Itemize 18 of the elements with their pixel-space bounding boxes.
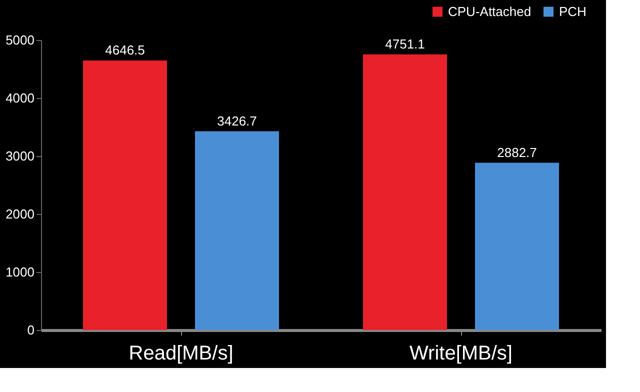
- y-tick-label: 2000: [6, 206, 34, 222]
- y-tick-label: 4000: [6, 90, 34, 106]
- y-tick-label: 5000: [6, 32, 34, 48]
- bar: [475, 162, 559, 330]
- data-label: 2882.7: [497, 144, 537, 160]
- data-label: 4751.1: [385, 36, 425, 52]
- data-label: 4646.5: [105, 42, 145, 58]
- y-tick-label: 0: [27, 322, 34, 338]
- legend-label: PCH: [559, 4, 586, 19]
- y-tick-label: 3000: [6, 148, 34, 164]
- legend-label: CPU-Attached: [448, 4, 532, 19]
- bar: [195, 131, 279, 330]
- y-tick-label: 1000: [6, 264, 34, 280]
- data-label: 3426.7: [217, 113, 257, 128]
- x-tick-label: Write[MB/s]: [410, 342, 512, 364]
- bar: [363, 54, 447, 330]
- x-tick-label: Read[MB/s]: [128, 342, 234, 364]
- bar: [83, 60, 167, 330]
